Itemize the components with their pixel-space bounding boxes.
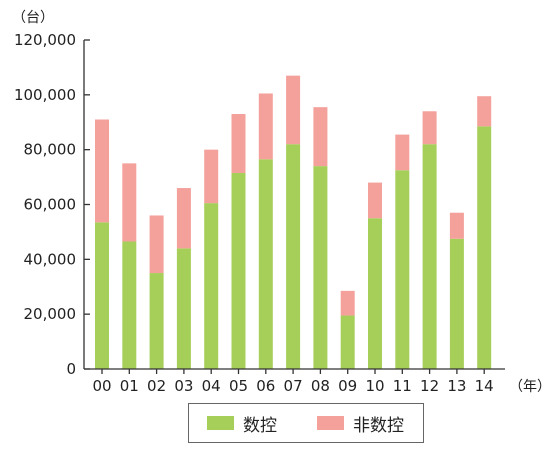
x-tick-label: 10 bbox=[365, 377, 384, 395]
bar-nc-08 bbox=[313, 166, 328, 369]
bar-nc-04 bbox=[204, 203, 219, 369]
legend-label-nc: 数控 bbox=[243, 415, 277, 436]
chart: （台） （年） 0 20,000 40,000 60,000 80,000 100,000… bbox=[12, 10, 551, 395]
x-tick-label: 01 bbox=[120, 377, 139, 395]
bar-nc-11 bbox=[395, 170, 410, 369]
legend-item-nc: 数控 bbox=[207, 404, 277, 442]
bar-non-nc-02 bbox=[149, 215, 164, 274]
y-unit-label: （台） bbox=[12, 10, 54, 26]
bar-non-nc-03 bbox=[176, 188, 191, 249]
x-axis: 00 01 02 03 04 05 06 07 08 09 10 11 12 13 14 bbox=[84, 368, 505, 395]
bars bbox=[95, 75, 492, 369]
bar-non-nc-06 bbox=[258, 93, 273, 160]
legend-swatch-nc bbox=[207, 416, 234, 430]
y-tick-label: 100,000 bbox=[14, 86, 76, 104]
x-tick-label: 13 bbox=[447, 377, 466, 395]
legend: 数控 非数控 bbox=[188, 403, 424, 443]
x-tick-label: 02 bbox=[147, 377, 166, 395]
bar-non-nc-08 bbox=[313, 107, 328, 167]
bar-non-nc-05 bbox=[231, 114, 246, 173]
x-tick-label: 12 bbox=[420, 377, 439, 395]
x-tick-label: 07 bbox=[284, 377, 303, 395]
y-tick-label: 60,000 bbox=[24, 196, 77, 214]
bar-nc-07 bbox=[286, 144, 301, 369]
bar-non-nc-14 bbox=[477, 96, 492, 127]
legend-item-non-nc: 非数控 bbox=[317, 404, 404, 442]
y-tick-label: 120,000 bbox=[14, 31, 76, 49]
bar-nc-09 bbox=[340, 315, 355, 369]
bar-nc-13 bbox=[449, 238, 464, 369]
x-tick-label: 06 bbox=[256, 377, 275, 395]
bar-non-nc-11 bbox=[395, 134, 410, 171]
bar-non-nc-13 bbox=[449, 212, 464, 239]
bar-nc-10 bbox=[368, 218, 382, 369]
bar-nc-02 bbox=[149, 273, 164, 369]
x-tick-label: 05 bbox=[229, 377, 248, 395]
bar-non-nc-07 bbox=[286, 75, 301, 145]
bar-nc-00 bbox=[95, 222, 109, 369]
bar-nc-14 bbox=[477, 126, 492, 369]
x-tick-label: 09 bbox=[338, 377, 357, 395]
x-unit-label: （年） bbox=[509, 379, 551, 395]
x-tick-label: 03 bbox=[174, 377, 193, 395]
bar-nc-12 bbox=[422, 144, 437, 369]
bar-non-nc-09 bbox=[340, 290, 355, 316]
bar-nc-03 bbox=[176, 248, 191, 369]
bar-nc-06 bbox=[258, 159, 273, 369]
x-tick-label: 14 bbox=[475, 377, 494, 395]
bar-nc-05 bbox=[231, 172, 246, 369]
legend-swatch-non-nc bbox=[317, 416, 344, 430]
bar-non-nc-10 bbox=[368, 182, 382, 219]
x-tick-label: 11 bbox=[393, 377, 412, 395]
y-tick-label: 80,000 bbox=[24, 141, 77, 159]
y-tick-label: 20,000 bbox=[24, 305, 77, 323]
bar-non-nc-00 bbox=[95, 119, 109, 223]
bar-non-nc-12 bbox=[422, 111, 437, 145]
legend-label-non-nc: 非数控 bbox=[353, 415, 404, 436]
x-tick-label: 00 bbox=[92, 377, 111, 395]
x-tick-label: 08 bbox=[311, 377, 330, 395]
bar-nc-01 bbox=[122, 241, 137, 369]
bar-non-nc-01 bbox=[122, 163, 137, 242]
y-tick-label: 40,000 bbox=[24, 250, 77, 268]
x-tick-label: 04 bbox=[202, 377, 221, 395]
y-axis: 0 20,000 40,000 60,000 80,000 100,000 120,000 bbox=[14, 31, 90, 378]
bar-non-nc-04 bbox=[204, 149, 219, 204]
y-tick-label: 0 bbox=[66, 360, 76, 378]
